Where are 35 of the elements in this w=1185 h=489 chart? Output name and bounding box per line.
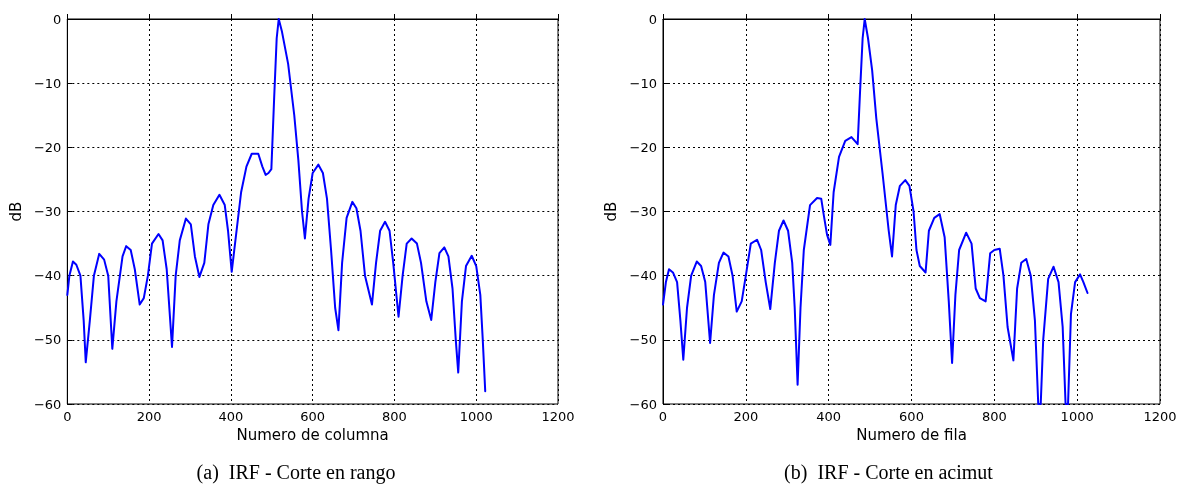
x-axis-title: Numero de columna	[236, 426, 389, 445]
y-tick-label: 0	[648, 11, 657, 27]
y-axis-title: dB	[6, 201, 25, 222]
y-tick-label: −10	[33, 75, 62, 91]
x-tick-label: 1000	[1060, 409, 1094, 424]
x-tick-label: 400	[218, 409, 244, 424]
y-axis-title: dB	[602, 201, 621, 222]
y-tick-label: −10	[629, 75, 657, 91]
line-series	[66, 18, 487, 393]
y-tick-label: −50	[33, 332, 62, 348]
y-tick-label: −30	[33, 204, 62, 219]
x-tick-label: 200	[733, 409, 759, 424]
y-tick-label: −30	[629, 204, 657, 219]
x-tick-label: 200	[136, 409, 162, 424]
x-axis-title: Numero de fila	[856, 426, 967, 445]
y-tick-label: −60	[33, 396, 62, 412]
y-tick-label: −20	[33, 139, 62, 155]
y-tick-label: 0	[53, 11, 62, 27]
x-tick-label: 1200	[1143, 409, 1177, 424]
y-tick-label: −60	[629, 396, 657, 412]
x-tick-label: 1200	[541, 409, 575, 424]
x-tick-label: 0	[658, 409, 668, 424]
x-tick-label: 1000	[459, 409, 493, 424]
x-tick-label: 0	[63, 409, 72, 424]
y-tick-label: −40	[629, 268, 657, 284]
text: (a) IRF - Corte en rango	[196, 461, 396, 484]
x-tick-label: 600	[300, 409, 326, 424]
x-tick-label: 800	[981, 409, 1007, 424]
x-tick-label: 800	[382, 409, 407, 424]
text: (b) IRF - Corte en acimut	[784, 461, 994, 484]
x-tick-label: 600	[899, 409, 924, 424]
y-tick-label: −50	[629, 332, 657, 348]
y-tick-label: −20	[629, 139, 657, 155]
x-tick-label: 400	[816, 409, 842, 424]
y-tick-label: −40	[33, 268, 62, 284]
